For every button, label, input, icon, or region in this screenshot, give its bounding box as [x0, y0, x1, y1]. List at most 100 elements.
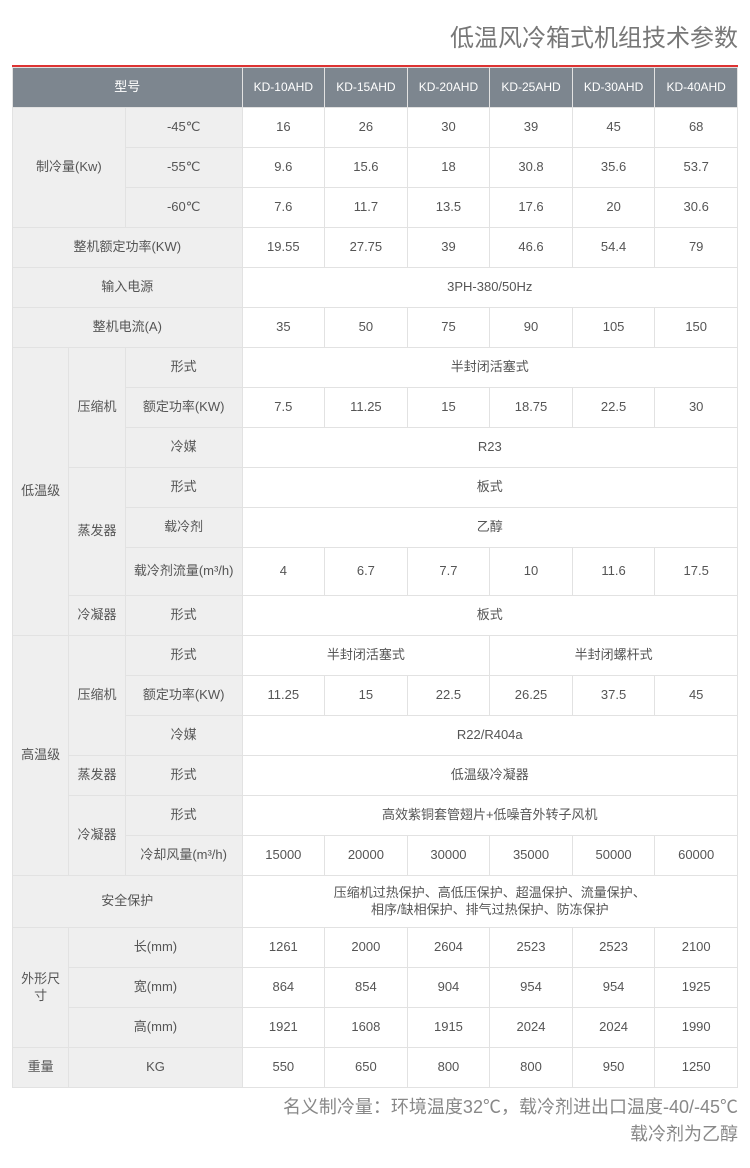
- cell: 9.6: [242, 148, 325, 188]
- low-comp-type-label: 形式: [125, 348, 242, 388]
- table-row: 制冷量(Kw) -45℃ 16 26 30 39 45 68: [13, 108, 738, 148]
- table-row: 整机额定功率(KW) 19.55 27.75 39 46.6 54.4 79: [13, 228, 738, 268]
- model-label-header: 型号: [13, 68, 243, 108]
- cell: 60000: [655, 836, 738, 876]
- cell: 11.25: [242, 676, 325, 716]
- high-evap-label: 蒸发器: [69, 756, 125, 796]
- cell: 550: [242, 1048, 325, 1088]
- cell: 864: [242, 968, 325, 1008]
- cell: 904: [407, 968, 490, 1008]
- cell: 2000: [325, 928, 408, 968]
- footnote-line1: 名义制冷量：环境温度32℃，载冷剂进出口温度-40/-45℃: [12, 1094, 738, 1121]
- cell: 15000: [242, 836, 325, 876]
- cell: 30.6: [655, 188, 738, 228]
- cell: 1921: [242, 1008, 325, 1048]
- page-title: 低温风冷箱式机组技术参数: [12, 10, 738, 65]
- dim-width-label: 宽(mm): [69, 968, 242, 1008]
- cell: 19.55: [242, 228, 325, 268]
- table-row: 重量 KG 550 650 800 800 950 1250: [13, 1048, 738, 1088]
- cell: 54.4: [572, 228, 655, 268]
- cell: 11.6: [572, 548, 655, 596]
- model-col-0: KD-10AHD: [242, 68, 325, 108]
- cell: 150: [655, 308, 738, 348]
- cell: 2604: [407, 928, 490, 968]
- cell: 26.25: [490, 676, 573, 716]
- high-comp-type-a: 半封闭活塞式: [242, 636, 490, 676]
- cell: 1925: [655, 968, 738, 1008]
- cell: 954: [490, 968, 573, 1008]
- cell: 7.5: [242, 388, 325, 428]
- table-row: 低温级 压缩机 形式 半封闭活塞式: [13, 348, 738, 388]
- cell: 11.25: [325, 388, 408, 428]
- cell: 50000: [572, 836, 655, 876]
- table-row: 输入电源 3PH-380/50Hz: [13, 268, 738, 308]
- table-row: 冷凝器 形式 板式: [13, 596, 738, 636]
- table-row: 冷凝器 形式 高效紫铜套管翅片+低噪音外转子风机: [13, 796, 738, 836]
- high-comp-rated-label: 额定功率(KW): [125, 676, 242, 716]
- model-col-2: KD-20AHD: [407, 68, 490, 108]
- cell: 30000: [407, 836, 490, 876]
- cell: 7.7: [407, 548, 490, 596]
- high-cond-type-label: 形式: [125, 796, 242, 836]
- cell: 75: [407, 308, 490, 348]
- cell: 1990: [655, 1008, 738, 1048]
- safety-label: 安全保护: [13, 876, 243, 928]
- cell: 105: [572, 308, 655, 348]
- high-comp-type-label: 形式: [125, 636, 242, 676]
- high-evap-type-label: 形式: [125, 756, 242, 796]
- cell: 650: [325, 1048, 408, 1088]
- high-stage-label: 高温级: [13, 636, 69, 876]
- low-comp-type-value: 半封闭活塞式: [242, 348, 737, 388]
- low-evap-type-value: 板式: [242, 468, 737, 508]
- low-comp-refrig-value: R23: [242, 428, 737, 468]
- cell: 2024: [572, 1008, 655, 1048]
- cell: 35: [242, 308, 325, 348]
- dim-height-label: 高(mm): [69, 1008, 242, 1048]
- cell: 35000: [490, 836, 573, 876]
- cell: 50: [325, 308, 408, 348]
- model-col-4: KD-30AHD: [572, 68, 655, 108]
- high-comp-type-b: 半封闭螺杆式: [490, 636, 738, 676]
- cell: 1915: [407, 1008, 490, 1048]
- high-cond-airflow-label: 冷却风量(m³/h): [125, 836, 242, 876]
- cell: 20000: [325, 836, 408, 876]
- cell: 30: [655, 388, 738, 428]
- spec-table: 型号 KD-10AHD KD-15AHD KD-20AHD KD-25AHD K…: [12, 67, 738, 1088]
- low-evap-label: 蒸发器: [69, 468, 125, 596]
- cell: 90: [490, 308, 573, 348]
- cell: 68: [655, 108, 738, 148]
- cell: 15: [325, 676, 408, 716]
- model-col-3: KD-25AHD: [490, 68, 573, 108]
- cell: 39: [407, 228, 490, 268]
- cell: 18.75: [490, 388, 573, 428]
- low-stage-label: 低温级: [13, 348, 69, 636]
- cell: 10: [490, 548, 573, 596]
- cell: 20: [572, 188, 655, 228]
- low-comp-refrig-label: 冷媒: [125, 428, 242, 468]
- cell: 4: [242, 548, 325, 596]
- low-cond-label: 冷凝器: [69, 596, 125, 636]
- low-evap-carrier-label: 载冷剂: [125, 508, 242, 548]
- cell: 30.8: [490, 148, 573, 188]
- cell: 2523: [490, 928, 573, 968]
- high-cond-type-value: 高效紫铜套管翅片+低噪音外转子风机: [242, 796, 737, 836]
- cell: 1608: [325, 1008, 408, 1048]
- cell: 22.5: [407, 676, 490, 716]
- cell: 854: [325, 968, 408, 1008]
- cell: 45: [572, 108, 655, 148]
- high-comp-refrig-value: R22/R404a: [242, 716, 737, 756]
- cooling-capacity-label: 制冷量(Kw): [13, 108, 126, 228]
- cell: 954: [572, 968, 655, 1008]
- dim-label: 外形尺寸: [13, 928, 69, 1048]
- low-cond-type-label: 形式: [125, 596, 242, 636]
- cell: 2523: [572, 928, 655, 968]
- cell: 17.6: [490, 188, 573, 228]
- cell: 13.5: [407, 188, 490, 228]
- cell: 30: [407, 108, 490, 148]
- current-label: 整机电流(A): [13, 308, 243, 348]
- table-row: 整机电流(A) 35 50 75 90 105 150: [13, 308, 738, 348]
- cell: 53.7: [655, 148, 738, 188]
- high-cond-label: 冷凝器: [69, 796, 125, 876]
- input-power-label: 输入电源: [13, 268, 243, 308]
- cell: 15.6: [325, 148, 408, 188]
